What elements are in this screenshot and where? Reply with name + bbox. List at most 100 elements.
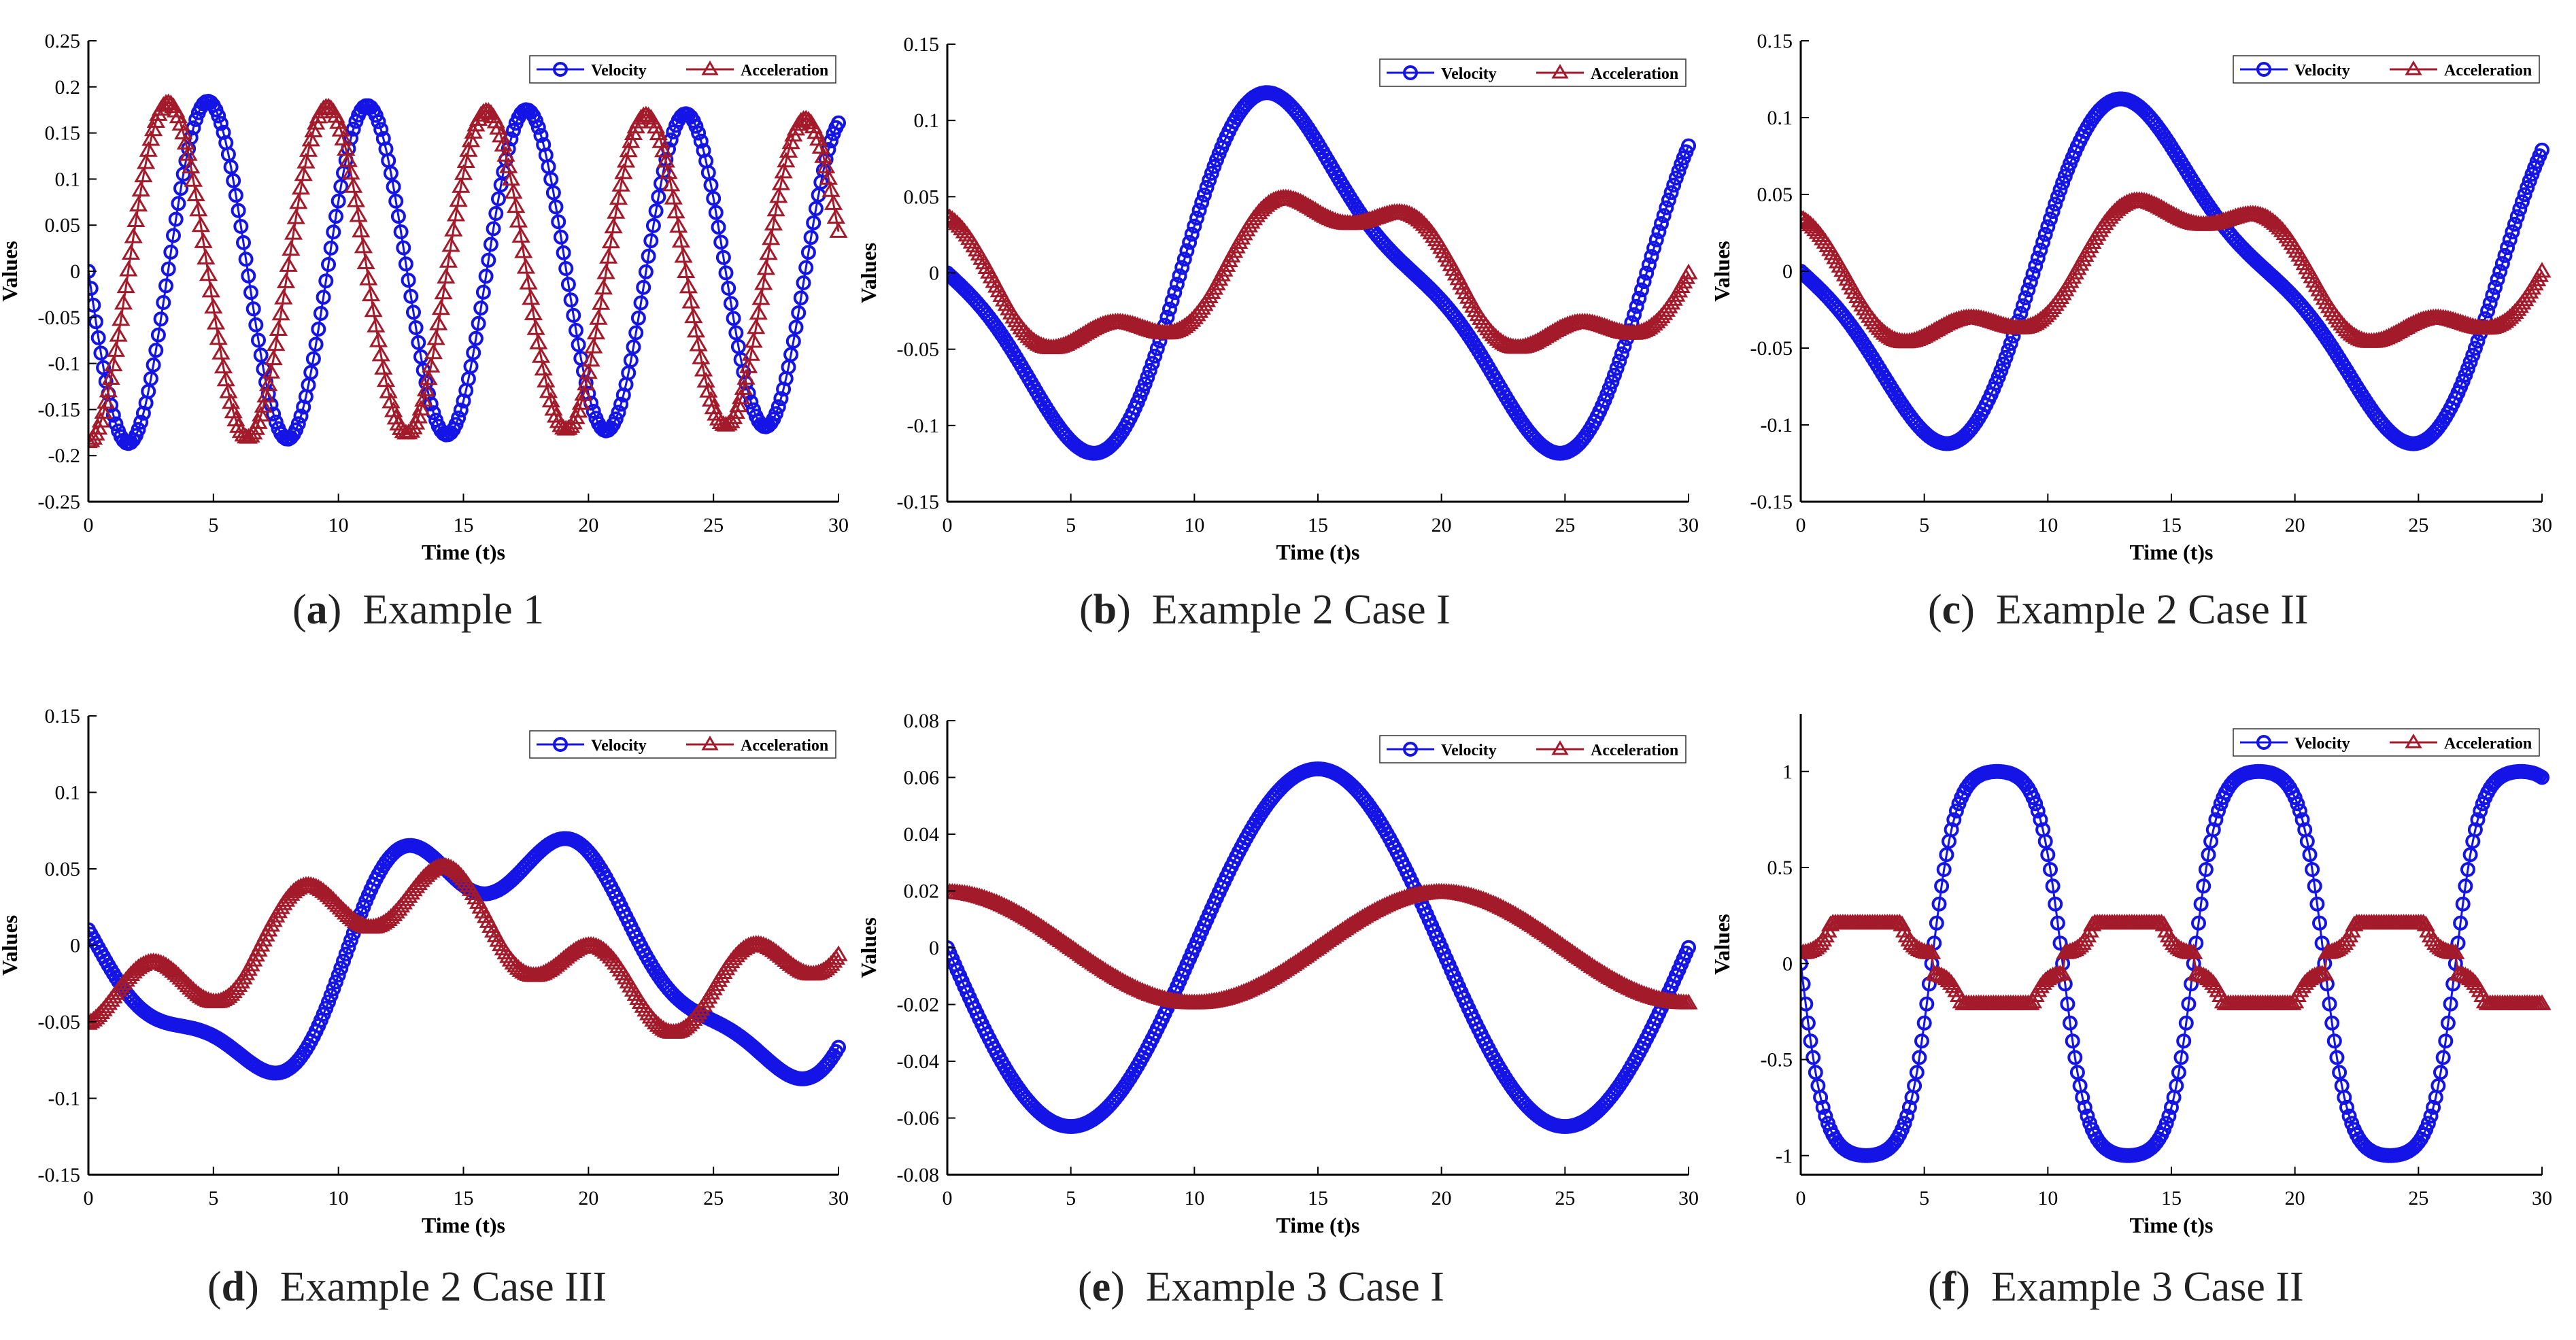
- caption-d: (d) Example 2 Case III: [207, 1264, 607, 1310]
- panel-f-legend: Velocity Acceleration: [2233, 728, 2540, 757]
- panel-f-y-tick-label: 1: [1782, 761, 1793, 783]
- panel-a-velocity-point: [638, 264, 654, 279]
- panel-d-acceleration-point: [197, 990, 216, 1006]
- panel-b-acceleration-point: [1644, 315, 1663, 331]
- panel-a-acceleration-point: [439, 252, 458, 268]
- panel-a-velocity-point: [160, 261, 176, 277]
- panel-a-velocity-point: [491, 191, 506, 207]
- panel-f-acceleration-point: [2325, 941, 2344, 957]
- panel-f-velocity-point: [2077, 1099, 2092, 1115]
- panel-c-x-tick-label: 25: [2408, 514, 2428, 536]
- panel-f-acceleration-point: [2532, 994, 2552, 1010]
- panel-e-legend-label-velocity: Velocity: [1441, 742, 1497, 759]
- panel-f-velocity-point: [1813, 1090, 1829, 1105]
- panel-a-acceleration-point: [136, 153, 156, 169]
- panel-f-acceleration-point: [2063, 941, 2082, 957]
- panel-a-velocity-point: [303, 364, 319, 380]
- panel-e-x-tick-label: 20: [1431, 1187, 1452, 1209]
- panel-a-velocity-point: [651, 189, 666, 205]
- panel-a-acceleration-point: [514, 242, 533, 258]
- panel-a-acceleration-point: [677, 262, 696, 278]
- panel-c-velocity-point: [2512, 201, 2528, 217]
- panel-a-y-tick-label: -0.25: [38, 491, 81, 513]
- panel-a-acceleration-point: [282, 239, 301, 256]
- panel-f-acceleration-point: [2068, 938, 2087, 955]
- panel-a-velocity-point: [721, 281, 736, 296]
- panel-f-velocity-point: [2435, 1050, 2451, 1065]
- panel-d-velocity-point: [338, 946, 354, 962]
- panel-b-y-tick-label: -0.15: [897, 491, 940, 513]
- panel-b-velocity-point: [1196, 187, 1212, 203]
- panel-c-acceleration-point: [2532, 262, 2552, 278]
- panel-d-legend-label-acceleration: Acceleration: [741, 737, 828, 755]
- panel-e-acceleration-point: [989, 894, 1009, 910]
- panel-c-x-tick-label: 10: [2037, 514, 2058, 536]
- panel-a-velocity-point: [608, 411, 624, 427]
- panel-a-acceleration-point: [337, 139, 356, 156]
- panel-a-acceleration-point: [261, 362, 281, 379]
- panel-a-ylabel: Values: [0, 241, 22, 302]
- panel-d-velocity-point: [333, 961, 349, 976]
- panel-a-acceleration-point: [594, 279, 613, 295]
- panel-d-velocity-point: [336, 953, 351, 969]
- panel-a-acceleration-point: [501, 169, 521, 186]
- panel-f-acceleration-point: [2154, 915, 2173, 931]
- panel-a-acceleration-point: [254, 396, 273, 413]
- panel-b: 0 5 10 15 20 25 30 -0.15 -0.1 -0.05 0 0.05 0.1 0.15 Ti…: [856, 33, 1699, 564]
- panel-a-velocity-point: [373, 122, 389, 137]
- panel-f-velocity-point: [1815, 1099, 1831, 1115]
- panel-b-y-tick-label: 0.15: [904, 33, 940, 56]
- panel-a-acceleration-point: [179, 145, 198, 161]
- panel-b-velocity-point: [1612, 354, 1627, 369]
- panel-b-acceleration-point: [1321, 209, 1340, 226]
- panel-f-velocity-point: [2314, 935, 2330, 951]
- panel-d-x-tick-label: 20: [578, 1187, 598, 1209]
- panel-f-acceleration-point: [2053, 964, 2072, 980]
- panel-a-acceleration-point: [431, 299, 451, 315]
- panel-a-legend-label-acceleration: Acceleration: [741, 62, 828, 80]
- panel-f-velocity-point: [1944, 822, 1959, 838]
- panel-f-acceleration-point: [2171, 940, 2191, 957]
- panel-a-velocity-point: [88, 281, 99, 296]
- panel-a-acceleration-point: [656, 152, 675, 168]
- panel-f-velocity-point: [2341, 1108, 2357, 1124]
- panel-a-acceleration-point: [214, 358, 233, 374]
- panel-c-velocity-point: [2490, 272, 2505, 287]
- panel-a-velocity-point: [383, 165, 399, 181]
- panel-a-velocity-point: [708, 205, 724, 220]
- panel-f-legend-marker-acceleration: [2405, 734, 2422, 749]
- panel-a-acceleration-point: [614, 163, 633, 179]
- panel-f-acceleration-point: [1922, 943, 1942, 959]
- panel-c-velocity-point: [2045, 204, 2061, 220]
- panel-a-acceleration-point: [522, 289, 541, 305]
- panel-c-legend: Velocity Acceleration: [2233, 55, 2540, 84]
- panel-f-legend-label-velocity: Velocity: [2294, 735, 2350, 753]
- panel-f-velocity-point: [2040, 847, 2056, 863]
- panel-c-xlabel: Time (t)s: [2130, 540, 2214, 564]
- panel-f-series-velocity: [1801, 763, 2549, 1163]
- panel-a-acceleration-point: [739, 357, 758, 373]
- panel-f-velocity-point: [2033, 812, 2048, 827]
- panel-f-velocity-point: [1939, 847, 1954, 863]
- panel-a-acceleration-point: [456, 152, 475, 168]
- panel-e-x-tick-label: 10: [1184, 1187, 1204, 1209]
- panel-a-velocity-point: [623, 353, 639, 368]
- panel-e-acceleration-point: [1133, 982, 1152, 998]
- panel-a-acceleration-point: [354, 237, 373, 254]
- panel-e-acceleration-point: [1617, 977, 1636, 993]
- panel-a-acceleration-point: [291, 179, 311, 195]
- panel-f-acceleration-point: [2152, 913, 2171, 930]
- panel-f-acceleration-point: [1806, 938, 1825, 955]
- panel-a-velocity-point: [305, 351, 321, 366]
- panel-a-acceleration-point: [209, 329, 228, 345]
- panel-a-acceleration-point: [411, 400, 430, 416]
- panel-a-acceleration-point: [741, 345, 760, 361]
- panel-c-velocity-point: [2022, 274, 2038, 290]
- panel-f-velocity-point: [2430, 1078, 2446, 1093]
- panel-a-acceleration-point: [454, 164, 473, 180]
- panel-a-acceleration-point: [524, 304, 543, 320]
- caption-e-label: e: [1091, 1264, 1111, 1310]
- panel-c-velocity-point: [2492, 264, 2508, 279]
- panel-f-acceleration-point: [2446, 943, 2465, 959]
- panel-a-acceleration-point: [816, 157, 836, 173]
